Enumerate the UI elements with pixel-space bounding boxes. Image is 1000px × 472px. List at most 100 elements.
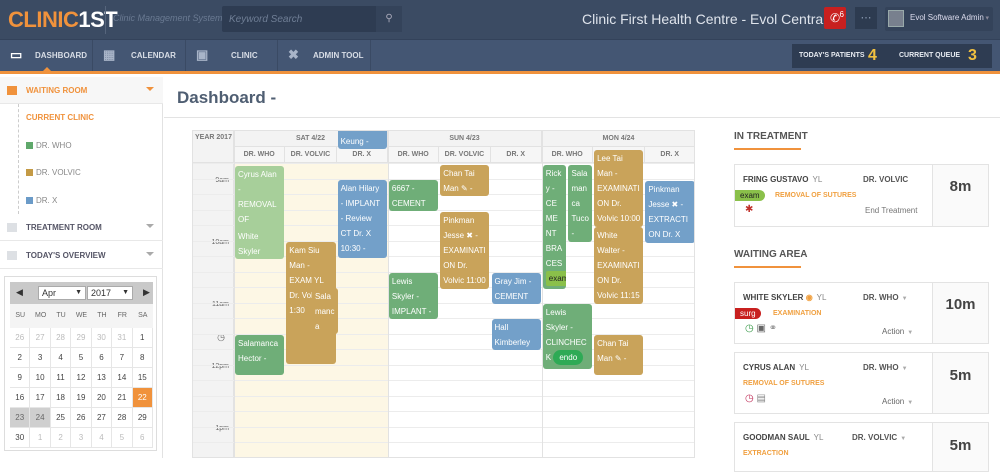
calendar-day[interactable]: 18: [50, 388, 72, 408]
treatment-card[interactable]: FRING GUSTAVO YL DR. VOLVIC exam REMOVAL …: [734, 164, 989, 227]
calendar-day[interactable]: 20: [91, 388, 113, 408]
logo[interactable]: CLINIC1ST: [8, 7, 118, 32]
calendar-day[interactable]: 2: [50, 428, 72, 448]
calendar-day[interactable]: 25: [50, 408, 72, 428]
month-select[interactable]: Apr ▼: [38, 286, 86, 300]
calendar-day[interactable]: 15: [132, 368, 153, 388]
sidebar-item-waiting-room[interactable]: WAITING ROOM: [0, 77, 163, 104]
chevron-down-icon: ▾: [985, 15, 989, 22]
color-swatch: [26, 142, 33, 149]
color-swatch: [26, 169, 33, 176]
appointment[interactable]: Salamanca Tuco - CEMENT CROWN CT Dr.: [568, 165, 593, 242]
appointment[interactable]: 6667 - CEMENT: [388, 180, 439, 211]
weekday-label: TU: [56, 312, 66, 319]
appointment[interactable]: Lee Tai Man - EXAMINATION Dr. Volvic 10:…: [594, 150, 644, 227]
calendar-day[interactable]: 29: [132, 408, 153, 428]
phone-button[interactable]: ✆ 6: [824, 7, 846, 29]
search-input[interactable]: [222, 6, 374, 32]
calendar-day[interactable]: 2: [10, 348, 31, 368]
appointment[interactable]: Ricky - CEMENT BRACES exam Dr. Who - 12:…: [542, 165, 567, 289]
calendar-day[interactable]: 16: [10, 388, 31, 408]
calendar-day[interactable]: 11: [50, 368, 72, 388]
calendar-day[interactable]: 9: [10, 368, 31, 388]
calendar-day[interactable]: 26: [10, 328, 31, 348]
calendar-day[interactable]: 3: [71, 428, 92, 448]
tab-calendar[interactable]: ▦ CALENDAR: [93, 40, 186, 71]
calendar-day[interactable]: 13: [91, 368, 113, 388]
calendar-day[interactable]: 6: [132, 428, 153, 448]
chevron-down-icon: ▼: [75, 289, 82, 296]
action-dropdown[interactable]: Action ▼: [882, 397, 914, 406]
sidebar-item-dr-volvic[interactable]: DR. VOLVIC: [26, 168, 81, 177]
appointment[interactable]: Gray Jim - CEMENT: [491, 273, 541, 304]
next-month-icon[interactable]: ▶: [143, 287, 150, 297]
doctor-select[interactable]: DR. WHO ▼: [863, 363, 908, 372]
calendar-day[interactable]: 3: [30, 348, 51, 368]
appointment[interactable]: Hall Kimberley: [491, 319, 541, 350]
calendar-day[interactable]: 5: [112, 428, 133, 448]
calendar-day[interactable]: 27: [30, 328, 51, 348]
waiting-card[interactable]: CYRUS ALAN YL DR. WHO ▼ REMOVAL OF SUTURES…: [734, 352, 989, 414]
appointment[interactable]: Lewis Skyler - IMPLANT -: [388, 273, 439, 319]
calendar-day[interactable]: 4: [50, 348, 72, 368]
apps-button[interactable]: ⋯: [855, 7, 877, 29]
calendar-day[interactable]: 21: [112, 388, 133, 408]
appointment[interactable]: Kam Siu Man - EXAM YL Dr. Volvic - 1:30: [286, 242, 336, 364]
calendar-day[interactable]: 31: [112, 328, 133, 348]
doctor-select[interactable]: DR. WHO ▼: [863, 293, 908, 302]
appointment[interactable]: Lewis Skyler - CLINCHECK endo: [542, 304, 593, 369]
calendar-day[interactable]: 8: [132, 348, 153, 368]
tab-clinic[interactable]: ▣ CLINIC: [186, 40, 278, 71]
sidebar-item-dr-who[interactable]: DR. WHO: [26, 141, 72, 150]
sidebar: WAITING ROOM CURRENT CLINIC DR. WHO DR. …: [0, 77, 163, 458]
calendar-day[interactable]: 6: [91, 348, 113, 368]
appointment[interactable]: White Skyler: [235, 228, 285, 259]
user-menu[interactable]: Evol Software Admin ▾: [885, 7, 993, 31]
calendar-day[interactable]: 29: [71, 328, 92, 348]
appointment[interactable]: Alan Hilary - IMPLANT - Review CT Dr. X …: [337, 180, 387, 258]
end-treatment-button[interactable]: End Treatment: [865, 206, 918, 215]
sidebar-item-dr-x[interactable]: DR. X: [26, 196, 57, 205]
appointment[interactable]: Salamanca Hector -: [235, 335, 285, 375]
calendar-day[interactable]: 17: [30, 388, 51, 408]
calendar-day[interactable]: 27: [91, 408, 113, 428]
calendar-day[interactable]: 12: [71, 368, 92, 388]
appointment[interactable]: White Walter - EXAMINATION Dr. Volvic 11…: [594, 227, 644, 304]
calendar-day[interactable]: 30: [91, 328, 113, 348]
calendar-day[interactable]: 1: [132, 328, 153, 348]
calendar-day[interactable]: 14: [112, 368, 133, 388]
year-select[interactable]: 2017 ▼: [87, 286, 133, 300]
prev-month-icon[interactable]: ◀: [16, 287, 23, 297]
calendar-day[interactable]: 1: [30, 428, 51, 448]
calendar-day[interactable]: 28: [112, 408, 133, 428]
sidebar-item-current-clinic[interactable]: CURRENT CLINIC: [26, 113, 94, 122]
tab-admin-tool[interactable]: ✖ ADMIN TOOL: [278, 40, 371, 71]
action-dropdown[interactable]: Action ▼: [882, 327, 914, 336]
calendar-day[interactable]: 4: [91, 428, 113, 448]
calendar-day[interactable]: 26: [71, 408, 92, 428]
calendar-day[interactable]: 24: [30, 408, 51, 428]
appointment[interactable]: Chan Tai Man ✎ -: [440, 165, 490, 196]
appointment[interactable]: Pinkman Jesse ✖ - EXAMINATION Dr. Volvic…: [440, 212, 490, 289]
waiting-card[interactable]: GOODMAN SAUL YL DR. VOLVIC ▼ EXTRACTION 5m: [734, 422, 989, 472]
calendar-day[interactable]: 22: [132, 388, 153, 408]
sidebar-item-todays-overview[interactable]: TODAY'S OVERVIEW: [0, 242, 163, 269]
phone-icon: ✆: [829, 11, 841, 25]
doctor-select[interactable]: DR. VOLVIC ▼: [852, 433, 907, 442]
appointment[interactable]: Salamanca Hector ⚑: [311, 288, 339, 334]
appointment[interactable]: Chan Tai Man ✎ -: [594, 335, 644, 375]
calendar-day[interactable]: 10: [30, 368, 51, 388]
appointment[interactable]: Lee Siu Keung -: [337, 131, 387, 149]
tab-dashboard[interactable]: ▭ DASHBOARD: [0, 40, 93, 72]
calendar-day[interactable]: 23: [10, 408, 31, 428]
waiting-card[interactable]: WHITE SKYLER ◉ YL DR. WHO ▼ surg EXAMINATI…: [734, 282, 989, 344]
building-icon: ▣: [196, 47, 209, 62]
calendar-day[interactable]: 28: [50, 328, 72, 348]
appointment[interactable]: Pinkman Jesse ✖ - EXTRACTION Dr. X: [645, 181, 694, 243]
search-button[interactable]: ⚲: [376, 6, 402, 32]
sidebar-item-treatment-room[interactable]: TREATMENT ROOM: [0, 214, 163, 241]
calendar-day[interactable]: 5: [71, 348, 92, 368]
calendar-day[interactable]: 30: [10, 428, 31, 448]
calendar-day[interactable]: 19: [71, 388, 92, 408]
calendar-day[interactable]: 7: [112, 348, 133, 368]
